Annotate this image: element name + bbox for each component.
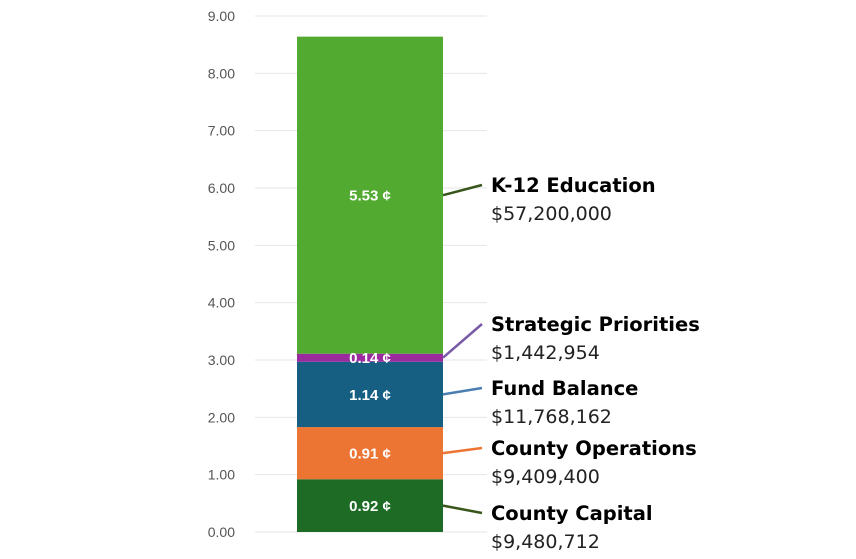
segment-value-label: 0.91 ¢ xyxy=(349,446,391,463)
callout-series-name: Strategic Priorities xyxy=(491,313,700,336)
callout-leader-line xyxy=(442,183,483,197)
callout-leader-line xyxy=(442,504,483,515)
callout-series-name: County Operations xyxy=(491,437,697,460)
callout-amount: $9,409,400 xyxy=(491,466,600,488)
callout-leader-line xyxy=(442,446,483,455)
bar-segment xyxy=(297,36,443,354)
y-tick-label: 1.00 xyxy=(208,467,235,483)
segment-value-labels: 0.92 ¢ 0.91 ¢ 1.14 ¢ 0.14 ¢ 5.53 ¢ xyxy=(349,188,391,515)
y-axis-ticks: 0.00 1.00 2.00 3.00 4.00 5.00 6.00 7.00 8.00 9.00 xyxy=(208,8,235,540)
callout-series-name: K-12 Education xyxy=(491,174,656,197)
segment-value-label: 0.92 ¢ xyxy=(349,498,391,515)
y-tick-label: 6.00 xyxy=(208,180,235,196)
bar-segment xyxy=(297,427,443,480)
segment-value-label: 1.14 ¢ xyxy=(349,387,391,404)
y-tick-label: 3.00 xyxy=(208,352,235,368)
bar-segments xyxy=(297,36,443,532)
y-tick-label: 8.00 xyxy=(208,65,235,81)
y-tick-label: 0.00 xyxy=(208,524,235,540)
callout-leader-line xyxy=(442,386,483,396)
y-tick-label: 7.00 xyxy=(208,123,235,139)
callout-amount: $1,442,954 xyxy=(491,342,600,364)
callout-series-name: County Capital xyxy=(491,502,653,525)
callouts: County Capital $9,480,712 County Operation… xyxy=(442,174,700,553)
callout-series-name: Fund Balance xyxy=(491,377,638,400)
segment-value-label: 0.14 ¢ xyxy=(349,350,391,367)
bar-segment xyxy=(297,361,443,428)
callout-leader-line xyxy=(442,323,483,359)
y-tick-label: 9.00 xyxy=(208,8,235,24)
y-tick-label: 2.00 xyxy=(208,409,235,425)
segment-value-label: 5.53 ¢ xyxy=(349,188,391,205)
y-tick-label: 5.00 xyxy=(208,237,235,253)
callout-amount: $11,768,162 xyxy=(491,406,612,428)
bar-segment xyxy=(297,479,443,532)
callout-amount: $9,480,712 xyxy=(491,531,600,553)
y-tick-label: 4.00 xyxy=(208,295,235,311)
bar-segment xyxy=(297,353,443,362)
callout-amount: $57,200,000 xyxy=(491,203,612,225)
